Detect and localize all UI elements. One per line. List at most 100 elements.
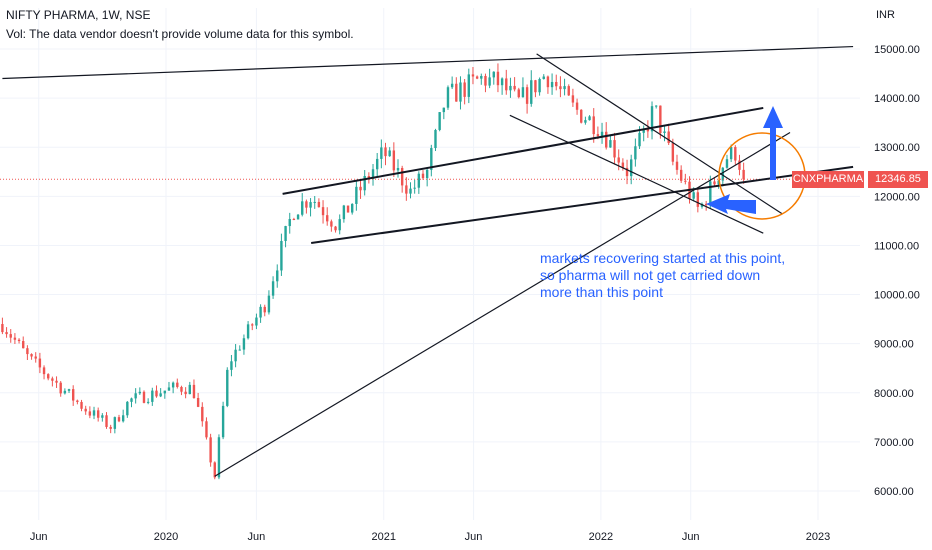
- candle-down: [704, 203, 708, 206]
- candle-up: [280, 240, 283, 271]
- candle-down: [326, 215, 329, 222]
- candle-down: [567, 86, 570, 96]
- currency-label: INR: [876, 9, 895, 21]
- trendline: [214, 131, 791, 477]
- candle-down: [209, 437, 212, 463]
- candle-down: [1, 324, 4, 333]
- candle-down: [34, 356, 37, 359]
- candle-up: [417, 173, 421, 188]
- candle-down: [455, 83, 458, 102]
- candle-up: [650, 106, 654, 132]
- candle-up: [430, 148, 433, 170]
- candle-up: [255, 317, 258, 326]
- candle-down: [17, 339, 21, 342]
- candle-down: [517, 89, 520, 98]
- candle-up: [717, 180, 720, 185]
- last-price-label: 12346.85: [868, 171, 928, 188]
- price-tick-label: 6000.00: [874, 486, 914, 498]
- annotation-text: more than this point: [540, 284, 663, 300]
- candle-down: [51, 378, 54, 381]
- candle-down: [55, 380, 58, 383]
- candle-down: [196, 398, 200, 407]
- candle-down: [679, 169, 683, 181]
- candle-up: [588, 116, 591, 121]
- candle-down: [47, 374, 50, 379]
- candle-down: [201, 406, 204, 422]
- candle-up: [134, 393, 137, 399]
- candle-down: [667, 131, 670, 144]
- candle-up: [638, 132, 641, 147]
- candle-down: [30, 354, 33, 357]
- candle-down: [384, 147, 387, 157]
- candle-down: [42, 367, 46, 375]
- candle-up: [446, 87, 450, 108]
- candle-up: [267, 295, 271, 313]
- price-tick-label: 15000.00: [874, 44, 920, 56]
- candle-down: [475, 76, 479, 79]
- candle-down: [742, 169, 745, 180]
- candle-up: [309, 202, 312, 208]
- candle-up: [238, 349, 241, 351]
- candle-down: [671, 143, 675, 162]
- candle-up: [221, 405, 225, 438]
- price-tick-label: 12000.00: [874, 191, 920, 203]
- grid: [0, 8, 860, 520]
- time-tick-label: 2023: [806, 531, 830, 543]
- price-tick-label: 14000.00: [874, 93, 920, 105]
- candle-up: [692, 192, 695, 199]
- time-tick-label: Jun: [30, 531, 48, 543]
- candle-up: [438, 112, 441, 130]
- candle-up: [729, 147, 733, 160]
- time-tick-label: 2020: [154, 531, 178, 543]
- candle-up: [217, 437, 221, 478]
- candle-down: [80, 401, 83, 409]
- candle-up: [159, 393, 162, 397]
- candle-down: [596, 134, 600, 137]
- candle-down: [471, 74, 475, 77]
- candle-up: [709, 181, 712, 206]
- candle-up: [642, 128, 645, 133]
- left-arrow-icon: [706, 194, 756, 214]
- candle-up: [296, 214, 300, 220]
- candle-down: [5, 332, 8, 335]
- candle-up: [246, 324, 250, 339]
- candle-up: [563, 86, 566, 90]
- time-axis[interactable]: Jun 2020 Jun 2021 Jun 2022 Jun 2023: [30, 531, 830, 543]
- symbol-legend[interactable]: NIFTY PHARMA, 1W, NSE: [6, 8, 151, 22]
- price-axis[interactable]: 15000.00 14000.00 13000.00 12000.00 11000.00…: [874, 9, 920, 498]
- candle-up: [355, 186, 358, 204]
- candle-up: [171, 382, 175, 388]
- candle-down: [59, 382, 62, 394]
- candle-down: [625, 167, 629, 177]
- candle-up: [351, 203, 354, 213]
- candle-up: [188, 384, 191, 395]
- candle-up: [371, 169, 375, 179]
- time-tick-label: 2021: [371, 531, 395, 543]
- candle-up: [234, 349, 237, 362]
- price-tick-label: 9000.00: [874, 339, 914, 351]
- price-tick-label: 7000.00: [874, 437, 914, 449]
- candle-up: [284, 226, 287, 241]
- candle-up: [530, 80, 533, 104]
- candle-down: [405, 185, 408, 194]
- candle-down: [26, 348, 29, 355]
- candle-up: [313, 201, 316, 203]
- candle-up: [380, 147, 383, 159]
- candle-down: [205, 421, 208, 438]
- candle-up: [63, 390, 67, 394]
- candle-down: [659, 105, 662, 133]
- candle-up: [425, 169, 429, 179]
- time-tick-label: Jun: [465, 531, 483, 543]
- candle-up: [509, 85, 512, 91]
- candle-down: [359, 186, 362, 191]
- candle-down: [738, 160, 741, 170]
- candle-up: [467, 74, 470, 97]
- drawings: markets recovering started at this point…: [540, 106, 806, 300]
- candle-down: [22, 341, 25, 349]
- candle-down: [463, 82, 466, 97]
- candle-down: [580, 109, 583, 123]
- candle-down: [646, 128, 650, 132]
- up-arrow-icon: [763, 106, 783, 180]
